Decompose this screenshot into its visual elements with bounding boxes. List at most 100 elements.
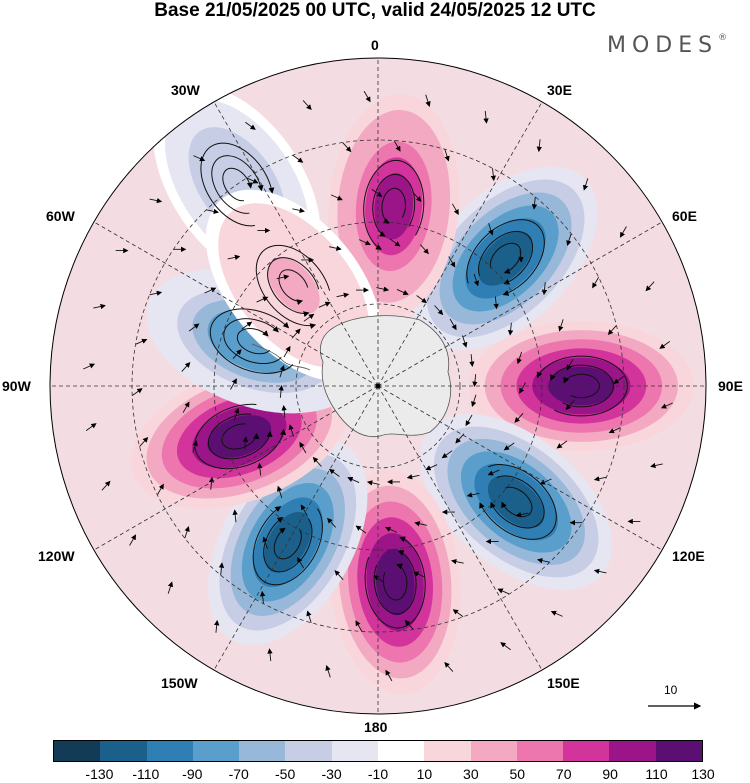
meridian-line: [377, 101, 543, 387]
wind-arrow: [466, 492, 480, 498]
streamline: [501, 486, 533, 518]
streamline: [222, 167, 253, 202]
wind-arrow: [327, 517, 337, 528]
lon-label-0: 0: [371, 37, 379, 53]
antarctica-landmass: [251, 315, 452, 438]
wind-arrow: [256, 296, 269, 303]
streamline: [490, 475, 545, 529]
wind-arrow: [181, 362, 191, 372]
streamline: [550, 364, 614, 408]
wind-arrow: [299, 441, 307, 454]
wind-arrow: [336, 292, 350, 298]
wind-arrow: [592, 276, 600, 289]
anomaly-contour: [207, 415, 272, 458]
wind-arrow: [328, 468, 340, 477]
wind-arrow: [218, 562, 225, 576]
streamline: [536, 355, 628, 417]
wind-arrow: [167, 581, 174, 594]
wind-arrow: [593, 476, 607, 482]
wind-arrow: [444, 149, 450, 162]
wind-arrow: [473, 273, 480, 287]
reference-vector-label: 10: [664, 683, 678, 697]
streamline: [381, 187, 406, 224]
wind-arrow: [363, 90, 371, 103]
wind-arrow: [406, 474, 420, 480]
wind-arrow: [242, 436, 249, 450]
wind-arrow: [518, 249, 524, 263]
registered-mark: ®: [718, 33, 728, 43]
wind-arrow: [448, 256, 456, 268]
streamline: [466, 219, 545, 296]
wind-arrow: [83, 363, 96, 370]
wind-arrow: [469, 354, 475, 367]
colorbar-swatch: [655, 741, 702, 761]
wind-arrow: [233, 407, 240, 421]
meridian-line: [93, 385, 379, 551]
lon-label-150w: 150W: [161, 675, 198, 691]
wind-arrow: [193, 155, 206, 162]
wind-arrow: [490, 168, 497, 182]
colorbar-swatch: [377, 741, 425, 761]
south-pole-marker: [375, 383, 381, 389]
wind-arrow: [246, 177, 259, 184]
wind-arrow: [373, 575, 385, 584]
wind-arrow: [283, 345, 291, 358]
wind-arrow: [204, 287, 217, 294]
meridian-line: [377, 385, 543, 671]
wind-arrow: [297, 557, 305, 569]
wind-arrow: [516, 351, 523, 365]
meridian-line: [93, 221, 379, 387]
streamline: [273, 527, 302, 560]
wind-arrow: [412, 192, 422, 202]
colorbar-tick-label: 30: [463, 766, 479, 782]
streamline: [478, 230, 534, 285]
wind-arrow: [404, 619, 414, 630]
wind-arrow: [536, 139, 542, 153]
wind-arrow: [330, 194, 343, 201]
wind-streamlines: [83, 90, 673, 682]
wind-arrow: [358, 239, 371, 246]
wind-arrow: [188, 323, 200, 332]
wind-arrow: [334, 570, 344, 580]
wind-arrow: [306, 610, 312, 623]
wind-arrow: [582, 178, 589, 191]
wind-arrow: [488, 223, 494, 236]
wind-arrow: [619, 226, 627, 238]
wind-arrow: [607, 325, 617, 336]
colorbar-swatch: [285, 741, 332, 761]
wind-arrow: [425, 94, 431, 107]
wind-arrow: [329, 245, 342, 251]
graticule: [50, 58, 706, 714]
wind-arrow: [376, 286, 390, 292]
wind-arrow: [206, 208, 219, 214]
colorbar-swatch: [100, 741, 147, 761]
anomaly-field: [131, 85, 694, 695]
colorbar-swatch: [146, 741, 193, 761]
wind-arrow: [541, 282, 548, 296]
wind-arrow: [487, 469, 500, 476]
wind-arrow: [292, 207, 305, 214]
wind-arrow: [262, 536, 268, 549]
lon-label-180: 180: [364, 719, 388, 735]
wind-arrow: [389, 238, 401, 247]
wind-arrow: [131, 388, 143, 397]
wind-arrow: [232, 349, 242, 360]
wind-arrow: [455, 433, 465, 444]
colorbar-swatch: [239, 741, 286, 761]
map-border: [49, 57, 707, 715]
wind-arrow: [451, 558, 464, 565]
streamline: [200, 142, 275, 227]
colorbar-swatch: [563, 741, 610, 761]
wind-arrow: [413, 571, 426, 578]
wind-arrow: [434, 305, 444, 316]
wind-arrow: [278, 384, 284, 398]
wind-arrow: [355, 620, 363, 632]
streamline: [372, 173, 416, 237]
colorbar-swatch: [54, 741, 101, 761]
wind-arrow: [371, 188, 383, 197]
streamline: [563, 373, 600, 399]
wind-arrow: [241, 321, 253, 330]
streamline: [221, 423, 260, 450]
wind-arrow: [503, 442, 515, 451]
map-title: Base 21/05/2025 00 UTC, valid 24/05/2025…: [154, 0, 596, 21]
